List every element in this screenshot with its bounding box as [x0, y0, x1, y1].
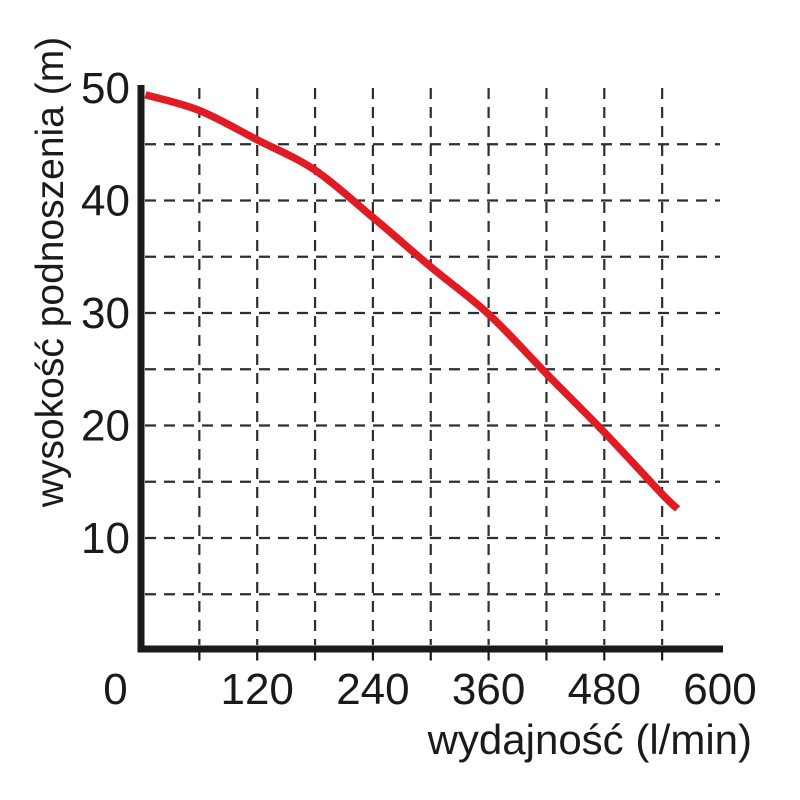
x-axis-ticks [198, 652, 664, 661]
pump-curve [144, 91, 681, 512]
y-tick-labels: 50 40 30 20 10 [81, 64, 130, 563]
x-axis-title: wydajność (l/min) [427, 716, 752, 763]
x-tick-label: 0 [103, 665, 127, 714]
y-tick-label: 40 [81, 177, 130, 226]
x-tick-label: 120 [220, 665, 293, 714]
x-tick-labels: 0 120 240 360 480 600 [103, 665, 756, 714]
y-tick-label: 10 [81, 514, 130, 563]
y-tick-label: 30 [81, 289, 130, 338]
x-tick-label: 360 [452, 665, 525, 714]
x-tick-label: 480 [568, 665, 641, 714]
y-tick-label: 20 [81, 402, 130, 451]
x-tick-label: 240 [336, 665, 409, 714]
y-tick-label: 50 [81, 64, 130, 113]
x-tick-label: 600 [683, 665, 756, 714]
horizontal-gridlines [145, 143, 720, 596]
vertical-gridlines [198, 88, 664, 645]
y-axis-title: wysokość podnoszenia (m) [29, 37, 72, 508]
